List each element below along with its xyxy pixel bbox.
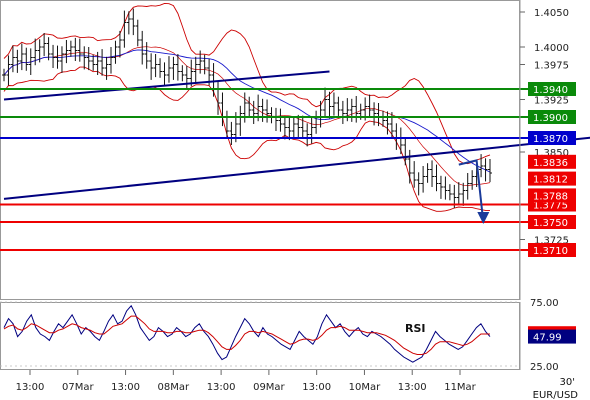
- rsi-grid: [0, 301, 519, 367]
- time-tick-label: 13:00: [111, 382, 140, 393]
- trend-line: [3, 136, 590, 200]
- time-tick-label: 13:00: [16, 382, 45, 393]
- trend-line: [3, 70, 330, 101]
- rsi-series-line: [3, 315, 490, 355]
- rsi-tick-label: 25.00: [530, 362, 559, 373]
- level-badge-label: 1.3940: [533, 85, 568, 96]
- time-tick-label: 07Mar: [62, 382, 94, 393]
- rsi-label: RSI: [405, 322, 426, 335]
- trend-lines: [3, 70, 590, 200]
- time-tick-label: 10Mar: [349, 382, 381, 393]
- price-tick-label: 1.3925: [534, 96, 569, 107]
- time-tick-label: 08Mar: [158, 382, 190, 393]
- level-badge-label: 1.3710: [533, 246, 568, 257]
- level-badge: [528, 243, 576, 257]
- projection-arrow: [458, 159, 490, 224]
- level-badge: [528, 215, 576, 229]
- level-badges: 1.3940 1.3900 1.3870 1.3775 1.3750 1.3710 1.38…: [528, 82, 576, 257]
- projection-path: [458, 159, 485, 223]
- rsi-tick-label: 75.00: [530, 298, 559, 309]
- level-badge-label: 1.3750: [533, 218, 568, 229]
- rsi-badge: [528, 329, 576, 344]
- price-panel: [0, 0, 590, 300]
- rsi-panel: RSI: [0, 301, 520, 370]
- price-tick-label: 1.3725: [534, 236, 569, 247]
- level-badge: [528, 131, 576, 145]
- bollinger-upper: [3, 2, 491, 165]
- level-badge: [528, 110, 576, 124]
- rsi-badges: 50.6147.99: [528, 326, 576, 344]
- bollinger-bands: [3, 2, 491, 212]
- time-tick-label: 11Mar: [444, 382, 476, 393]
- bollinger-middle: [3, 46, 491, 186]
- time-tick-label: 09Mar: [253, 382, 285, 393]
- time-tick-label: 13:00: [302, 382, 331, 393]
- price-tick-label: 1.4000: [534, 43, 569, 54]
- symbol-label: EUR/USD: [533, 390, 579, 400]
- price-badge-label: 1.3812: [533, 175, 568, 186]
- timeframe-label: 30': [560, 377, 575, 388]
- rsi-badge-label: 47.99: [533, 333, 562, 344]
- projection-arrowhead: [477, 212, 490, 224]
- level-badge-label: 1.3870: [533, 134, 568, 145]
- horizontal-levels: [0, 88, 528, 251]
- level-badge: [528, 82, 576, 96]
- price-axis: 1.4050 1.4000 1.3975 1.3925 1.3850 1.3725: [519, 0, 569, 300]
- time-tick-label: 13:00: [398, 382, 427, 393]
- price-badge: [528, 171, 576, 186]
- price-badge-label: 1.3788: [533, 191, 568, 202]
- level-badge-label: 1.3900: [533, 113, 568, 124]
- price-badge-label: 1.3836: [533, 158, 568, 169]
- moving-average-path: [3, 49, 491, 173]
- price-badge: [528, 188, 576, 203]
- price-tick-label: 1.3850: [534, 148, 569, 159]
- price-tick-label: 1.3975: [534, 61, 569, 72]
- price-bars: [2, 8, 492, 208]
- price-badge: [528, 154, 576, 169]
- rsi-axis: 75.00 25.00: [519, 298, 559, 373]
- bollinger-lower: [3, 66, 490, 212]
- moving-average-line: [3, 49, 491, 173]
- rsi-lines: [3, 304, 491, 363]
- level-badge-label: 1.3775: [533, 201, 568, 212]
- price-tick-label: 1.4050: [534, 8, 569, 19]
- time-tick-label: 13:00: [207, 382, 236, 393]
- time-axis: 13:00 07Mar 13:00 08Mar 13:00 09Mar 13:00 10Mar…: [16, 370, 477, 393]
